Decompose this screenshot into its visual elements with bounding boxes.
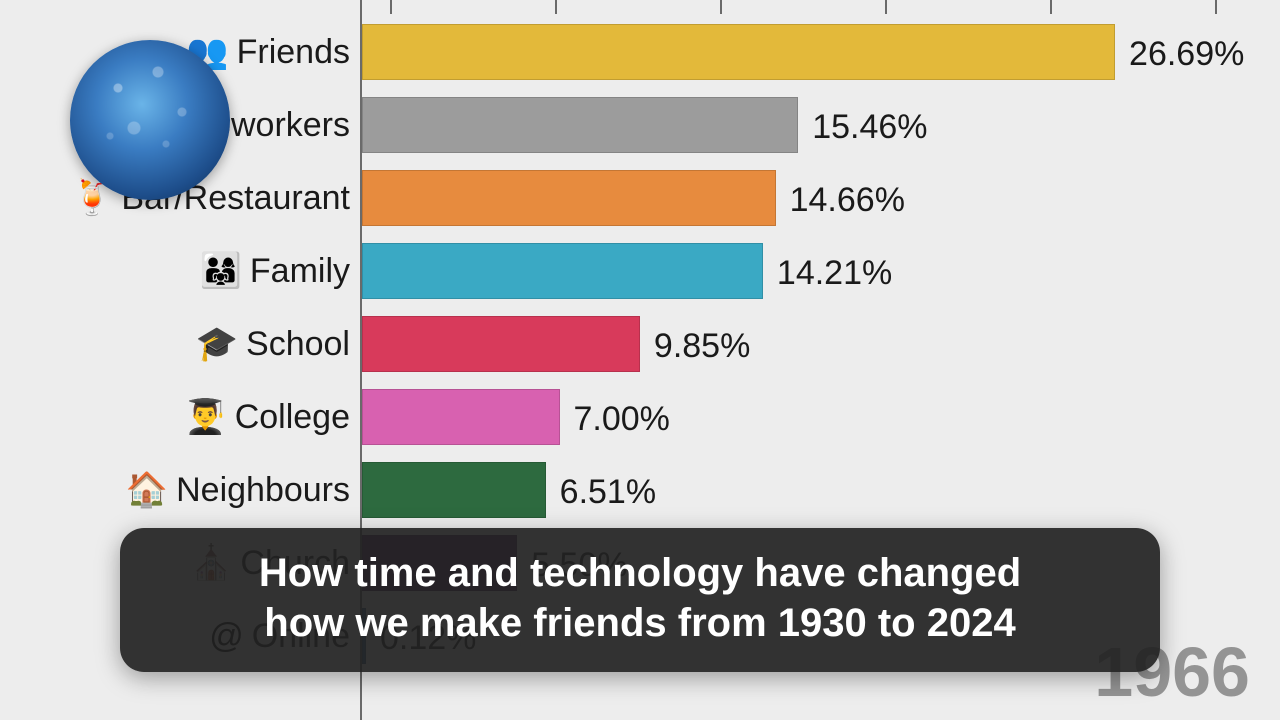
category-label: Family — [250, 252, 350, 291]
bar-row: 🎓School 9.85% — [0, 316, 1280, 372]
bar-label-wrap: 🎓School — [196, 325, 360, 364]
axis-tick — [1215, 0, 1217, 14]
bar-row: 🏠Neighbours 6.51% — [0, 462, 1280, 518]
bar-value: 14.21% — [777, 254, 892, 293]
bar — [362, 243, 763, 299]
avatar-badge — [70, 40, 230, 200]
bar-value: 26.69% — [1129, 35, 1244, 74]
bar-label-wrap: 🏠Neighbours — [126, 471, 360, 510]
chart-area: 👥Friends26.69%👔Coworkers15.46%🍹Bar/Resta… — [0, 0, 1280, 720]
category-label: School — [246, 325, 350, 364]
caption-line-2: how we make friends from 1930 to 2024 — [154, 598, 1126, 648]
bar-value: 14.66% — [790, 181, 905, 220]
caption-line-1: How time and technology have changed — [154, 548, 1126, 598]
bar — [362, 462, 546, 518]
category-label: College — [235, 398, 350, 437]
bar — [362, 24, 1115, 80]
bar-label-wrap: 👨‍👩‍👧Family — [200, 252, 360, 291]
bar — [362, 97, 798, 153]
axis-tick — [390, 0, 392, 14]
bar-value: 7.00% — [574, 400, 670, 439]
category-icon: 🎓 — [196, 327, 238, 361]
category-icon: 🏠 — [126, 473, 168, 507]
axis-tick — [1050, 0, 1052, 14]
category-icon: 👨‍👩‍👧 — [200, 254, 242, 288]
category-label: Friends — [237, 33, 350, 72]
bar — [362, 316, 640, 372]
category-icon: 👨‍🎓 — [184, 400, 226, 434]
axis-tick — [885, 0, 887, 14]
bar-value: 9.85% — [654, 327, 750, 366]
bar-value: 15.46% — [812, 108, 927, 147]
bar-row: 👨‍🎓 College 7.00% — [0, 389, 1280, 445]
axis-tick — [720, 0, 722, 14]
category-label: Neighbours — [176, 471, 350, 510]
caption-overlay: How time and technology have changed how… — [120, 528, 1160, 672]
bar-row: 👨‍👩‍👧Family 14.21% — [0, 243, 1280, 299]
bar — [362, 170, 776, 226]
axis-tick — [555, 0, 557, 14]
bar — [362, 389, 560, 445]
bar-label-wrap: 👨‍🎓 College — [184, 398, 360, 437]
bar-value: 6.51% — [560, 473, 656, 512]
